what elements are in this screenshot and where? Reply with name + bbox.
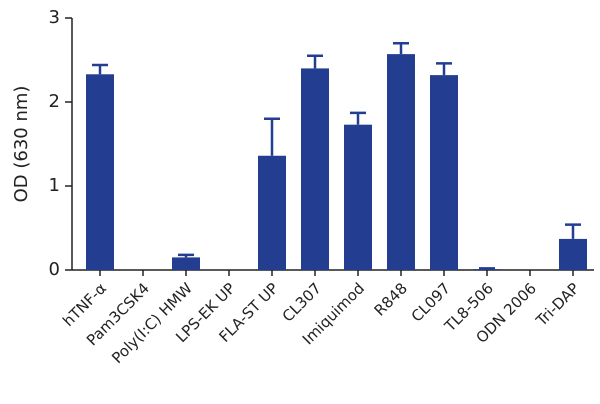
x-tick-label: R848 <box>371 279 411 319</box>
error-bar <box>436 62 452 76</box>
error-bar <box>393 41 409 55</box>
bar <box>172 257 200 270</box>
bar <box>258 155 286 270</box>
bar <box>301 68 329 271</box>
y-tick-label: 1 <box>49 175 60 196</box>
error-bar <box>479 267 495 270</box>
bar <box>387 54 415 271</box>
bar <box>86 74 114 270</box>
bar <box>473 269 501 270</box>
y-axis-label: OD (630 nm) <box>11 86 32 203</box>
bar <box>430 75 458 271</box>
x-tick-label: Tri-DAP <box>532 279 583 330</box>
bar <box>559 238 587 270</box>
y-tick-label: 3 <box>49 7 60 28</box>
error-bar <box>350 111 366 125</box>
y-tick-label: 2 <box>49 91 60 112</box>
bar <box>344 124 372 271</box>
error-bar <box>307 54 323 69</box>
error-bar <box>92 63 108 75</box>
error-bar <box>264 117 280 156</box>
error-bar <box>565 223 581 239</box>
error-bar <box>178 253 194 258</box>
y-tick-label: 0 <box>49 259 60 280</box>
